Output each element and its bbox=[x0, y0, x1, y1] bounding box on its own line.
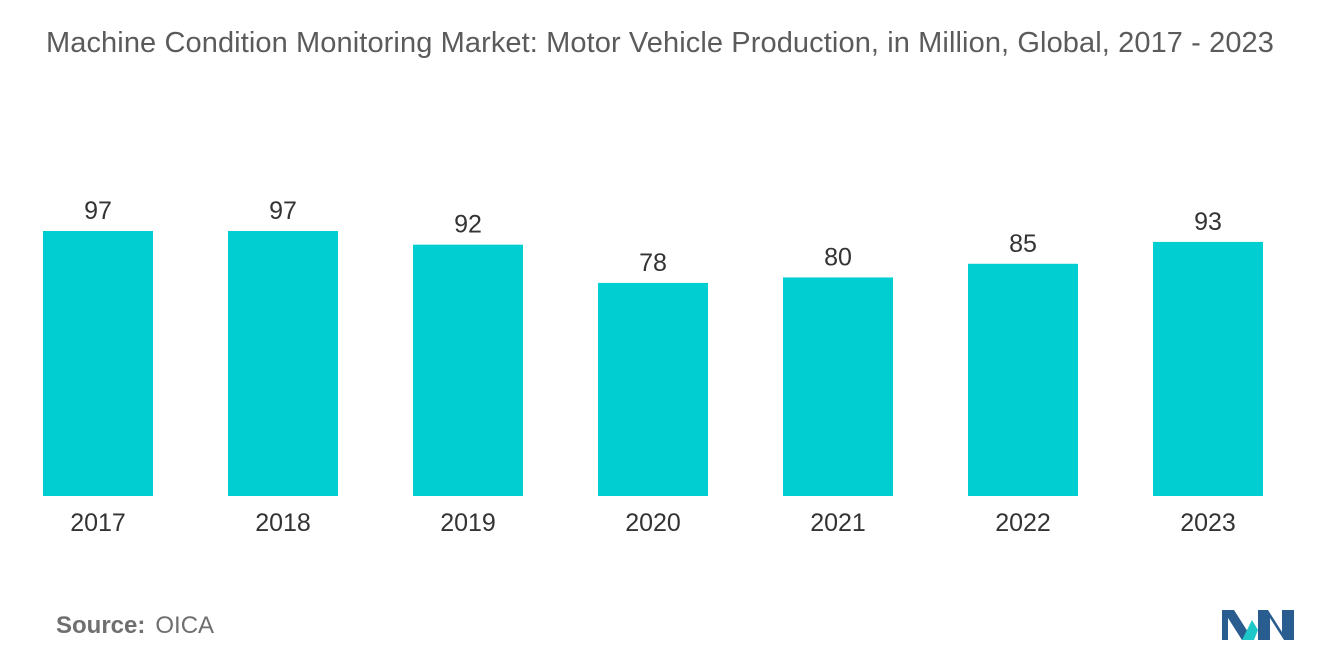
value-labels-group: 97 97 92 78 80 85 93 bbox=[84, 197, 1222, 277]
bar-2022 bbox=[968, 263, 1078, 496]
bars-group bbox=[43, 231, 1263, 496]
x-tick-label-2019: 2019 bbox=[440, 509, 496, 537]
bar-2023 bbox=[1153, 241, 1263, 496]
value-label-2021: 80 bbox=[824, 243, 852, 271]
value-label-2018: 97 bbox=[269, 197, 297, 225]
value-label-2019: 92 bbox=[454, 211, 482, 239]
x-tick-label-2022: 2022 bbox=[995, 509, 1051, 537]
x-tick-label-2018: 2018 bbox=[255, 509, 311, 537]
source-label: Source: bbox=[56, 612, 146, 639]
chart-title: Machine Condition Monitoring Market: Mot… bbox=[45, 27, 1275, 59]
bar-2021 bbox=[783, 277, 893, 496]
value-label-2020: 78 bbox=[639, 249, 667, 277]
source-note: Source: OICA bbox=[56, 612, 214, 640]
x-tick-label-2017: 2017 bbox=[70, 509, 126, 537]
x-tick-label-2023: 2023 bbox=[1180, 509, 1236, 537]
bar-2017 bbox=[43, 231, 153, 496]
logo-shape-right bbox=[1258, 610, 1294, 640]
logo-shape-mid bbox=[1242, 620, 1258, 640]
value-label-2017: 97 bbox=[84, 197, 112, 225]
mordor-intelligence-logo-icon bbox=[1222, 610, 1294, 640]
value-label-2022: 85 bbox=[1009, 230, 1037, 258]
bar-2020 bbox=[598, 282, 708, 496]
x-tick-label-2020: 2020 bbox=[625, 509, 681, 537]
bar-2019 bbox=[413, 244, 523, 496]
logo-shape-left bbox=[1222, 610, 1248, 640]
x-axis-tick-labels: 2017 2018 2019 2020 2021 2022 2023 bbox=[70, 509, 1236, 537]
bar-2018 bbox=[228, 231, 338, 496]
source-value: OICA bbox=[155, 612, 215, 639]
value-label-2023: 93 bbox=[1194, 208, 1222, 236]
x-tick-label-2021: 2021 bbox=[810, 509, 866, 537]
